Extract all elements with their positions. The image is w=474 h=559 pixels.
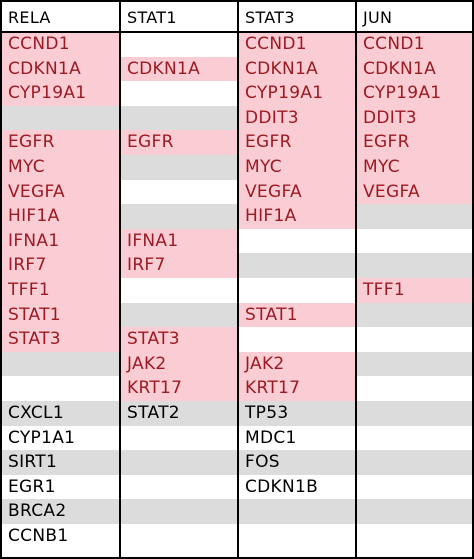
- gene-cell: JAK2: [239, 351, 355, 377]
- gene-cell: [121, 204, 237, 230]
- gene-cell: [239, 499, 355, 525]
- gene-cell: EGR1: [2, 474, 119, 500]
- gene-cell: DDIT3: [239, 105, 355, 131]
- gene-cell: CYP19A1: [2, 81, 119, 107]
- gene-cell: KRT17: [239, 376, 355, 402]
- gene-cell: CDKN1A: [121, 56, 237, 82]
- gene-cell: [121, 499, 237, 525]
- gene-cell: [239, 524, 355, 549]
- gene-cell: IFNA1: [2, 228, 119, 254]
- gene-cell: [357, 474, 474, 500]
- row-divider: [0, 557, 474, 559]
- gene-cell: [121, 425, 237, 451]
- gene-cell: TFF1: [2, 278, 119, 303]
- gene-cell: KRT17: [121, 376, 237, 402]
- gene-cell: JAK2: [121, 351, 237, 377]
- column-header-stat3: STAT3: [245, 8, 295, 27]
- gene-cell: [357, 524, 474, 549]
- column-divider: [119, 0, 121, 559]
- gene-cell: [357, 425, 474, 451]
- column-divider: [237, 0, 239, 559]
- gene-cell: CDKN1A: [357, 56, 474, 82]
- gene-cell: CYP19A1: [239, 81, 355, 107]
- row-divider: [0, 31, 474, 33]
- gene-cell: HIF1A: [2, 204, 119, 230]
- gene-cell: [2, 105, 119, 131]
- gene-cell: DDIT3: [357, 105, 474, 131]
- gene-cell: STAT1: [2, 302, 119, 328]
- gene-cell: IFNA1: [121, 228, 237, 254]
- gene-cell: [357, 327, 474, 353]
- gene-cell: VEGFA: [2, 179, 119, 205]
- column-header-stat1: STAT1: [127, 8, 177, 27]
- gene-cell: [121, 474, 237, 500]
- gene-cell: [239, 278, 355, 303]
- gene-cell: MYC: [239, 155, 355, 180]
- gene-cell: CDKN1A: [2, 56, 119, 82]
- gene-cell: SIRT1: [2, 450, 119, 476]
- column-header-jun: JUN: [363, 8, 393, 27]
- gene-cell: STAT1: [239, 302, 355, 328]
- gene-cell: MDC1: [239, 425, 355, 451]
- gene-cell: CCND1: [2, 32, 119, 57]
- gene-cell: TP53: [239, 401, 355, 426]
- gene-cell: EGFR: [239, 130, 355, 156]
- gene-cell: [121, 302, 237, 328]
- gene-cell: [2, 376, 119, 402]
- gene-cell: IRF7: [121, 253, 237, 279]
- gene-cell: CCND1: [239, 32, 355, 57]
- gene-cell: [357, 401, 474, 426]
- gene-cell: CYP1A1: [2, 425, 119, 451]
- gene-cell: [239, 253, 355, 279]
- gene-cell: [121, 179, 237, 205]
- gene-cell: [121, 105, 237, 131]
- column-header-rela: RELA: [8, 8, 51, 27]
- gene-cell: [357, 204, 474, 230]
- gene-cell: CDKN1B: [239, 474, 355, 500]
- gene-cell: [357, 351, 474, 377]
- gene-cell: CCNB1: [2, 524, 119, 549]
- gene-cell: [121, 278, 237, 303]
- gene-cell: [357, 376, 474, 402]
- gene-cell: EGFR: [357, 130, 474, 156]
- gene-cell: FOS: [239, 450, 355, 476]
- gene-cell: EGFR: [2, 130, 119, 156]
- gene-cell: TFF1: [357, 278, 474, 303]
- gene-cell: [357, 450, 474, 476]
- gene-cell: [239, 228, 355, 254]
- gene-cell: STAT3: [121, 327, 237, 353]
- gene-cell: EGFR: [121, 130, 237, 156]
- gene-cell: CDKN1A: [239, 56, 355, 82]
- gene-cell: MYC: [2, 155, 119, 180]
- gene-cell: [2, 351, 119, 377]
- gene-cell: [121, 524, 237, 549]
- gene-cell: CYP19A1: [357, 81, 474, 107]
- gene-cell: IRF7: [2, 253, 119, 279]
- gene-cell: STAT3: [2, 327, 119, 353]
- gene-cell: [357, 499, 474, 525]
- gene-cell: CCND1: [357, 32, 474, 57]
- gene-cell: [121, 155, 237, 180]
- gene-cell: [357, 253, 474, 279]
- gene-cell: [357, 228, 474, 254]
- gene-cell: HIF1A: [239, 204, 355, 230]
- gene-cell: [239, 327, 355, 353]
- gene-cell: CXCL1: [2, 401, 119, 426]
- gene-cell: BRCA2: [2, 499, 119, 525]
- gene-cell: VEGFA: [239, 179, 355, 205]
- row-divider: [0, 0, 474, 2]
- column-divider: [472, 0, 474, 559]
- column-divider: [355, 0, 357, 559]
- gene-cell: [357, 302, 474, 328]
- gene-cell: MYC: [357, 155, 474, 180]
- gene-cell: [121, 450, 237, 476]
- column-divider: [0, 0, 2, 559]
- gene-cell: VEGFA: [357, 179, 474, 205]
- gene-cell: [121, 81, 237, 107]
- gene-cell: [121, 32, 237, 57]
- gene-cell: STAT2: [121, 401, 237, 426]
